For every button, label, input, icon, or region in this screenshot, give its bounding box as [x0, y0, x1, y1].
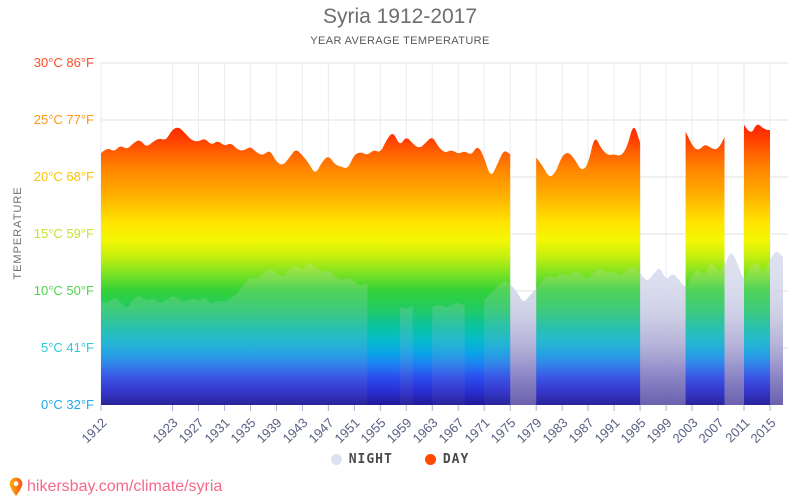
y-axis-tick-label: 5°C 41°F	[40, 340, 94, 355]
legend-item-night[interactable]: NIGHT	[330, 452, 393, 467]
footer: hikersbay.com/climate/syria	[8, 477, 222, 497]
footer-link[interactable]: hikersbay.com/climate/syria	[27, 478, 223, 495]
day-legend-dot-icon	[424, 454, 436, 465]
chart-title: Syria 1912-2017	[322, 5, 478, 28]
night-legend-label: NIGHT	[348, 452, 393, 467]
night-legend-dot-icon	[330, 454, 342, 465]
y-axis-tick-label: 10°C 50°F	[33, 283, 94, 298]
location-pin-icon	[9, 477, 23, 496]
y-axis-tick-label: 30°C 86°F	[33, 55, 94, 70]
y-axis-tick-label: 0°C 32°F	[40, 397, 94, 412]
y-axis-tick-label: 25°C 77°F	[33, 112, 94, 127]
night-area-overlay	[101, 251, 783, 405]
chart-legend: NIGHT DAY	[0, 452, 800, 467]
y-axis-tick-label: 20°C 68°F	[33, 169, 94, 184]
legend-item-day[interactable]: DAY	[424, 452, 470, 467]
day-legend-label: DAY	[442, 452, 470, 467]
y-axis-tick-label: 15°C 59°F	[33, 226, 94, 241]
chart-subtitle: YEAR AVERAGE TEMPERATURE	[310, 35, 490, 47]
